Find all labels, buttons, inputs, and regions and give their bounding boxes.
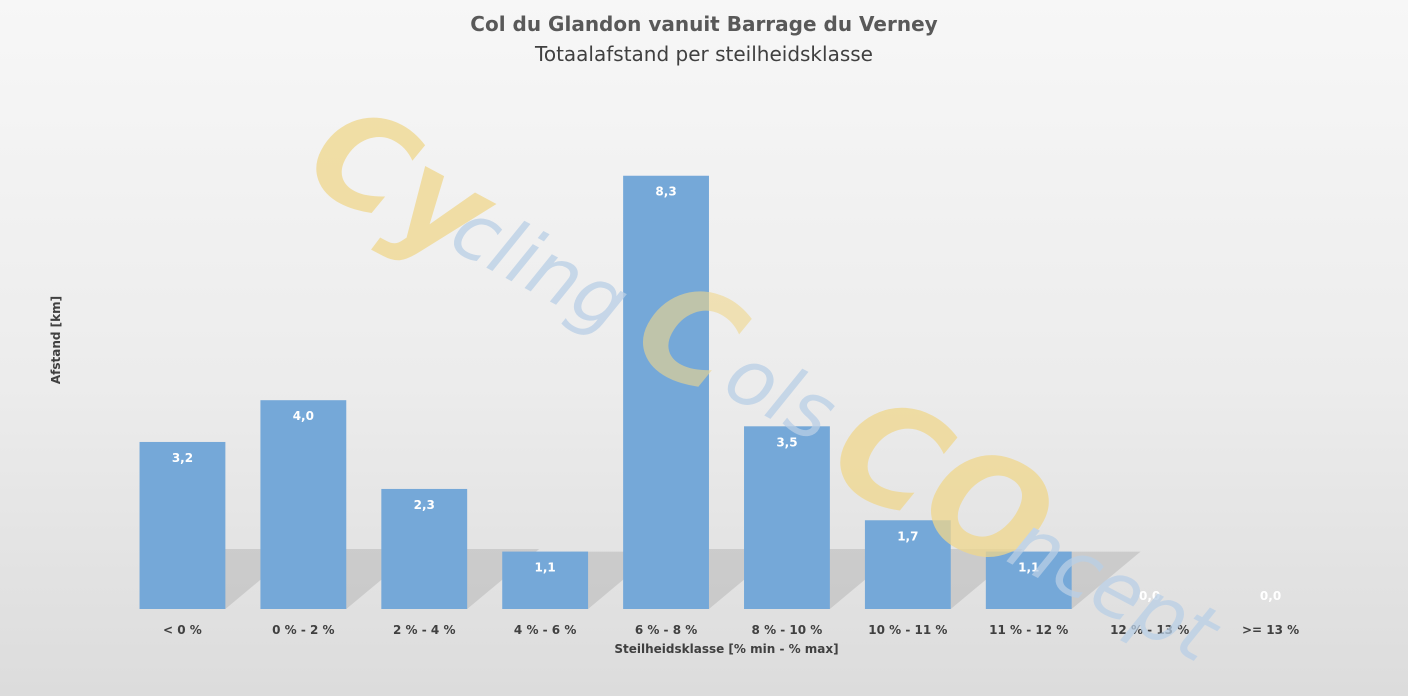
data-label: 3,5 [776, 435, 797, 449]
data-label: 2,3 [414, 498, 435, 512]
x-tick-label: 4 % - 6 % [514, 623, 576, 637]
x-tick-label: 10 % - 11 % [868, 623, 947, 637]
data-label: 1,1 [1018, 561, 1039, 575]
bar [139, 441, 226, 609]
bar [381, 488, 468, 609]
data-label: 1,7 [897, 529, 918, 543]
data-label: 0,0 [1139, 589, 1160, 603]
bar [744, 426, 830, 609]
x-tick-label: 8 % - 10 % [752, 623, 823, 637]
chart-subtitle: Totaalafstand per steilheidsklasse [535, 42, 873, 66]
x-tick-label: 11 % - 12 % [989, 623, 1068, 637]
x-tick-label: >= 13 % [1242, 623, 1299, 637]
bar [864, 520, 951, 609]
chart-title: Col du Glandon vanuit Barrage du Verney [470, 12, 938, 36]
x-tick-label: 2 % - 4 % [393, 623, 455, 637]
bar [502, 551, 589, 609]
x-tick-labels: < 0 % 0 % - 2 % 2 % - 4 % 4 % - 6 % 6 % - 8 … [163, 623, 1299, 637]
data-label: 0,0 [1260, 589, 1281, 603]
data-label: 8,3 [655, 185, 676, 199]
data-label: 1,1 [535, 561, 556, 575]
x-tick-label: < 0 % [163, 623, 202, 637]
x-tick-label: 12 % - 13 % [1110, 623, 1189, 637]
data-label: 4,0 [293, 409, 314, 423]
x-tick-label: 0 % - 2 % [272, 623, 334, 637]
bars: 3,2 4,0 2,3 1,1 8,3 3,5 1,7 1,1 0,0 0,0 [139, 175, 1281, 610]
x-tick-label: 6 % - 8 % [635, 623, 697, 637]
x-axis-label: Steilheidsklasse [% min - % max] [614, 642, 839, 656]
data-label: 3,2 [172, 451, 193, 465]
bar [260, 400, 347, 609]
bar [985, 551, 1072, 609]
bar [623, 175, 709, 610]
